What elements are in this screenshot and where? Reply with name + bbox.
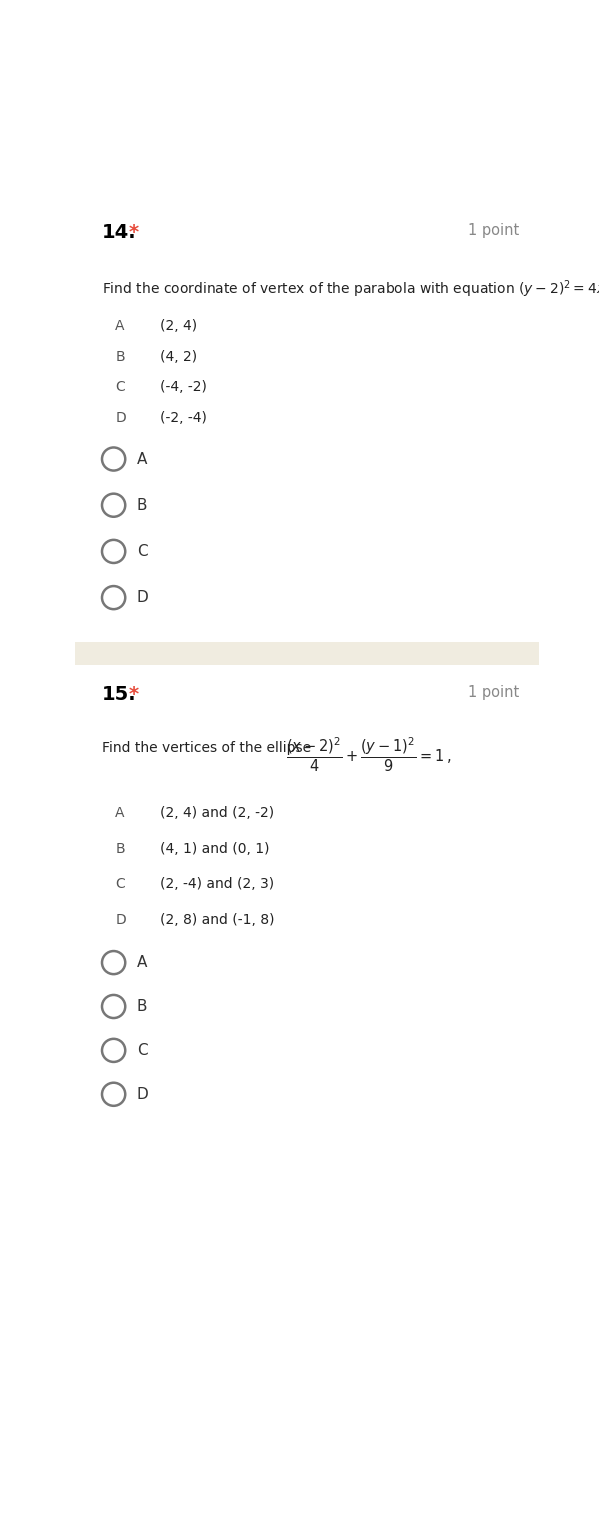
Text: (4, 2): (4, 2) <box>160 350 197 364</box>
Text: C: C <box>137 1044 147 1057</box>
Text: *: * <box>129 223 139 243</box>
Text: 14.: 14. <box>102 223 137 243</box>
Text: A: A <box>115 319 125 333</box>
FancyBboxPatch shape <box>75 642 539 665</box>
Text: B: B <box>115 350 125 364</box>
Text: (2, -4) and (2, 3): (2, -4) and (2, 3) <box>160 877 274 891</box>
Text: (4, 1) and (0, 1): (4, 1) and (0, 1) <box>160 842 270 856</box>
Text: C: C <box>137 544 147 559</box>
Text: C: C <box>115 380 125 394</box>
Text: 15.: 15. <box>102 686 137 704</box>
Text: 1 point: 1 point <box>468 686 520 700</box>
Text: B: B <box>115 842 125 856</box>
Text: A: A <box>115 807 125 821</box>
Text: (2, 4): (2, 4) <box>160 319 197 333</box>
Text: B: B <box>137 999 147 1015</box>
Text: 1 point: 1 point <box>468 223 520 238</box>
Text: Find the vertices of the ellipse: Find the vertices of the ellipse <box>102 741 311 755</box>
Text: A: A <box>137 955 147 970</box>
Text: (2, 4) and (2, -2): (2, 4) and (2, -2) <box>160 807 274 821</box>
Text: (2, 8) and (-1, 8): (2, 8) and (-1, 8) <box>160 912 274 926</box>
Text: D: D <box>137 1086 149 1102</box>
Text: C: C <box>115 877 125 891</box>
Text: (-4, -2): (-4, -2) <box>160 380 207 394</box>
Text: *: * <box>129 686 139 704</box>
Text: (-2, -4): (-2, -4) <box>160 411 207 425</box>
Text: A: A <box>137 451 147 466</box>
Text: $\dfrac{(x-2)^2}{4}+\dfrac{(y-1)^2}{9}=1\,,$: $\dfrac{(x-2)^2}{4}+\dfrac{(y-1)^2}{9}=1… <box>286 736 451 775</box>
Text: D: D <box>115 411 126 425</box>
Text: D: D <box>137 590 149 605</box>
Text: Find the coordinate of vertex of the parabola with equation $(y-2)^2 = 4x-16$.: Find the coordinate of vertex of the par… <box>102 278 599 301</box>
Text: B: B <box>137 498 147 513</box>
Text: D: D <box>115 912 126 926</box>
